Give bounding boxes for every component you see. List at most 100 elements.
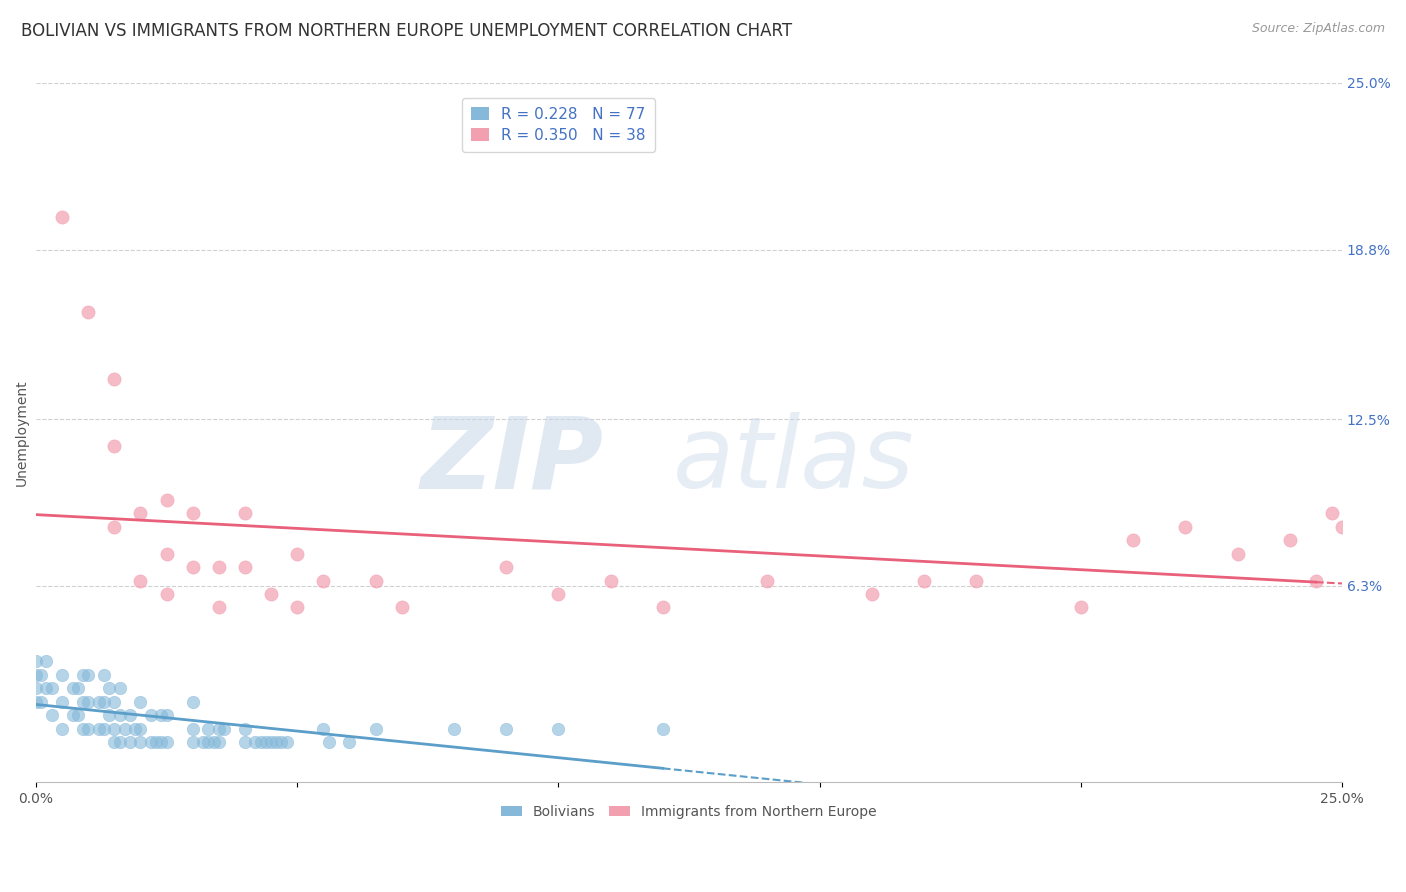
Point [35, 681, 58, 696]
Point [155, 587, 177, 601]
Point [108, 735, 131, 749]
Point [118, 708, 141, 723]
Point [66, 681, 89, 696]
Point [254, 735, 277, 749]
Point [318, 735, 340, 749]
Point [181, 735, 204, 749]
Point [98, 681, 121, 696]
Text: Source: ZipAtlas.com: Source: ZipAtlas.com [1251, 22, 1385, 36]
Point [51, 667, 73, 681]
Point [364, 722, 387, 736]
Point [260, 587, 283, 601]
Point [264, 735, 287, 749]
Point [72, 667, 94, 681]
Point [443, 722, 465, 736]
Point [391, 600, 413, 615]
Point [150, 735, 173, 749]
Point [285, 547, 308, 561]
Point [62, 708, 84, 723]
Point [547, 587, 569, 601]
Point [599, 574, 621, 588]
Point [129, 722, 152, 736]
Point [260, 735, 283, 749]
Point [150, 708, 173, 723]
Legend: Bolivians, Immigrants from Northern Europe: Bolivians, Immigrants from Northern Euro… [495, 799, 883, 824]
Point [1278, 533, 1301, 548]
Point [312, 574, 335, 588]
Point [339, 735, 361, 749]
Point [155, 735, 177, 749]
Point [108, 708, 131, 723]
Point [202, 735, 225, 749]
Point [1305, 574, 1327, 588]
Point [860, 587, 883, 601]
Point [1320, 506, 1343, 520]
Point [208, 560, 231, 574]
Point [25, 695, 48, 709]
Point [208, 735, 231, 749]
Point [233, 506, 256, 520]
Point [495, 560, 517, 574]
Point [233, 735, 256, 749]
Point [155, 547, 177, 561]
Point [35, 654, 58, 668]
Point [233, 560, 256, 574]
Point [93, 722, 115, 736]
Point [51, 722, 73, 736]
Point [212, 722, 235, 736]
Point [62, 681, 84, 696]
Point [77, 667, 100, 681]
Point [181, 722, 204, 736]
Point [129, 695, 152, 709]
Point [25, 681, 48, 696]
Point [912, 574, 935, 588]
Point [145, 735, 167, 749]
Point [41, 681, 63, 696]
Point [25, 667, 48, 681]
Text: atlas: atlas [672, 412, 914, 509]
Point [197, 735, 219, 749]
Point [77, 304, 100, 318]
Point [51, 211, 73, 225]
Point [155, 708, 177, 723]
Point [139, 708, 162, 723]
Point [93, 667, 115, 681]
Point [495, 722, 517, 736]
Point [756, 574, 779, 588]
Point [197, 722, 219, 736]
Point [41, 708, 63, 723]
Point [245, 735, 267, 749]
Point [114, 722, 136, 736]
Point [77, 722, 100, 736]
Point [124, 722, 146, 736]
Point [155, 492, 177, 507]
Y-axis label: Unemployment: Unemployment [15, 379, 30, 486]
Point [30, 667, 52, 681]
Point [108, 681, 131, 696]
Point [66, 708, 89, 723]
Point [285, 600, 308, 615]
Point [87, 722, 110, 736]
Point [87, 695, 110, 709]
Point [547, 722, 569, 736]
Point [1174, 520, 1197, 534]
Point [72, 695, 94, 709]
Point [129, 506, 152, 520]
Point [208, 600, 231, 615]
Point [103, 735, 125, 749]
Point [129, 574, 152, 588]
Point [1330, 520, 1353, 534]
Point [181, 560, 204, 574]
Point [72, 722, 94, 736]
Point [129, 735, 152, 749]
Point [25, 654, 48, 668]
Point [1122, 533, 1144, 548]
Point [651, 722, 673, 736]
Point [51, 695, 73, 709]
Point [77, 695, 100, 709]
Point [93, 695, 115, 709]
Point [191, 735, 214, 749]
Point [965, 574, 987, 588]
Text: BOLIVIAN VS IMMIGRANTS FROM NORTHERN EUROPE UNEMPLOYMENT CORRELATION CHART: BOLIVIAN VS IMMIGRANTS FROM NORTHERN EUR… [21, 22, 792, 40]
Point [30, 695, 52, 709]
